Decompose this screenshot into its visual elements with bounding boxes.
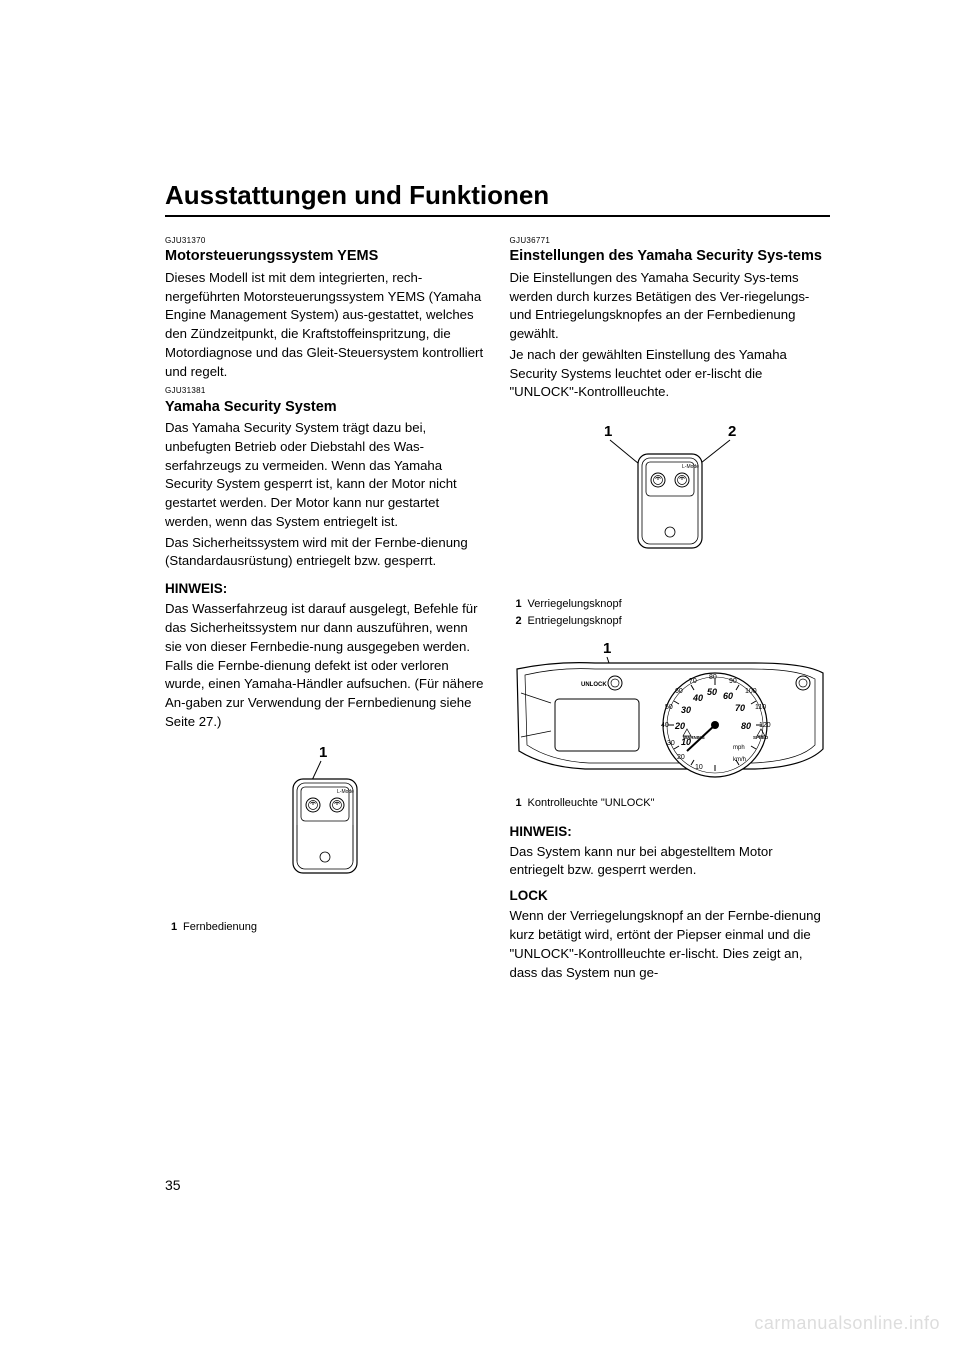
paragraph: Das System kann nur bei abgestelltem Mot… <box>510 843 831 880</box>
callout-number: 1 <box>319 744 327 761</box>
dial-num: 80 <box>709 674 717 681</box>
caption-num: 1 <box>516 596 528 613</box>
caption-num: 1 <box>171 919 183 936</box>
caption-text: Fernbedienung <box>183 921 257 933</box>
figure-remote-2: 1 2 L-Mode <box>510 420 831 590</box>
watermark: carmanualsonline.info <box>754 1313 940 1334</box>
section-heading-settings: Einstellungen des Yamaha Security Sys-te… <box>510 246 831 267</box>
paragraph: Dieses Modell ist mit dem integrierten, … <box>165 269 486 381</box>
paragraph: Das Sicherheitssystem wird mit der Fernb… <box>165 534 486 571</box>
ref-code: GJU31370 <box>165 235 486 246</box>
dial-num: 60 <box>723 691 733 701</box>
lock-heading: LOCK <box>510 886 831 905</box>
dial-num: 120 <box>759 722 771 729</box>
content-columns: GJU31370 Motorsteuerungssystem YEMS Dies… <box>165 231 830 984</box>
dial-num: 40 <box>692 693 703 703</box>
dial-num: 20 <box>677 754 685 761</box>
dial-num: 90 <box>729 678 737 685</box>
dial-num: 70 <box>735 703 745 713</box>
paragraph: Wenn der Verriegelungsknopf an der Fernb… <box>510 907 831 982</box>
dial-num: 20 <box>674 721 685 731</box>
caption-text: Entriegelungsknopf <box>528 615 622 627</box>
dial-num: 100 <box>745 688 757 695</box>
ref-code: GJU36771 <box>510 235 831 246</box>
note-label: HINWEIS: <box>165 579 486 598</box>
note-label: HINWEIS: <box>510 822 831 841</box>
dial-num: 10 <box>695 764 703 771</box>
mph-label: mph <box>733 745 745 751</box>
section-heading-yems: Motorsteuerungssystem YEMS <box>165 246 486 267</box>
dial-num: 30 <box>667 740 675 747</box>
caption-text: Verriegelungsknopf <box>528 598 622 610</box>
figure-caption: 1Fernbedienung <box>171 919 486 936</box>
dial-num: 80 <box>741 721 751 731</box>
figure-remote-1: 1 L-Mode <box>165 743 486 913</box>
paragraph: Das Wasserfahrzeug ist darauf ausgelegt,… <box>165 600 486 731</box>
remote-illustration: 1 L-Mode <box>255 743 395 913</box>
figure-caption: 1Verriegelungsknopf 2Entriegelungsknopf <box>516 596 831 629</box>
remote-illustration-two: 1 2 L-Mode <box>560 420 780 590</box>
dashboard-illustration: 1 UNLOCK <box>515 639 825 789</box>
callout-number: 2 <box>728 423 736 440</box>
paragraph: Das Yamaha Security System trägt dazu be… <box>165 419 486 531</box>
dial-num: 60 <box>675 688 683 695</box>
figure-dashboard: 1 UNLOCK <box>510 639 831 789</box>
caption-num: 1 <box>516 795 528 812</box>
page: Ausstattungen und Funktionen GJU31370 Mo… <box>0 0 960 1358</box>
dial-num: 110 <box>755 704 766 711</box>
section-heading-security: Yamaha Security System <box>165 397 486 418</box>
callout-number: 1 <box>603 640 611 657</box>
paragraph: Je nach der gewählten Einstellung des Ya… <box>510 346 831 402</box>
dial-num: 50 <box>665 704 673 711</box>
ref-code: GJU31381 <box>165 385 486 396</box>
caption-num: 2 <box>516 613 528 630</box>
dial-num: 50 <box>707 687 717 697</box>
caption-text: Kontrolleuchte "UNLOCK" <box>528 797 655 809</box>
title-rule <box>165 215 830 217</box>
dial-num: 30 <box>681 705 691 715</box>
unlock-label: UNLOCK <box>581 682 607 688</box>
remote-mode-label: L-Mode <box>682 464 699 470</box>
dial-num: 40 <box>661 722 669 729</box>
page-title: Ausstattungen und Funktionen <box>165 180 830 211</box>
page-number: 35 <box>165 1177 181 1193</box>
remote-mode-label: L-Mode <box>337 789 354 795</box>
callout-number: 1 <box>604 423 612 440</box>
left-column: GJU31370 Motorsteuerungssystem YEMS Dies… <box>165 231 486 984</box>
dial-num: 70 <box>689 678 697 685</box>
kmh-label: km/h <box>733 757 746 763</box>
paragraph: Die Einstellungen des Yamaha Security Sy… <box>510 269 831 344</box>
figure-caption: 1Kontrolleuchte "UNLOCK" <box>516 795 831 812</box>
right-column: GJU36771 Einstellungen des Yamaha Securi… <box>510 231 831 984</box>
